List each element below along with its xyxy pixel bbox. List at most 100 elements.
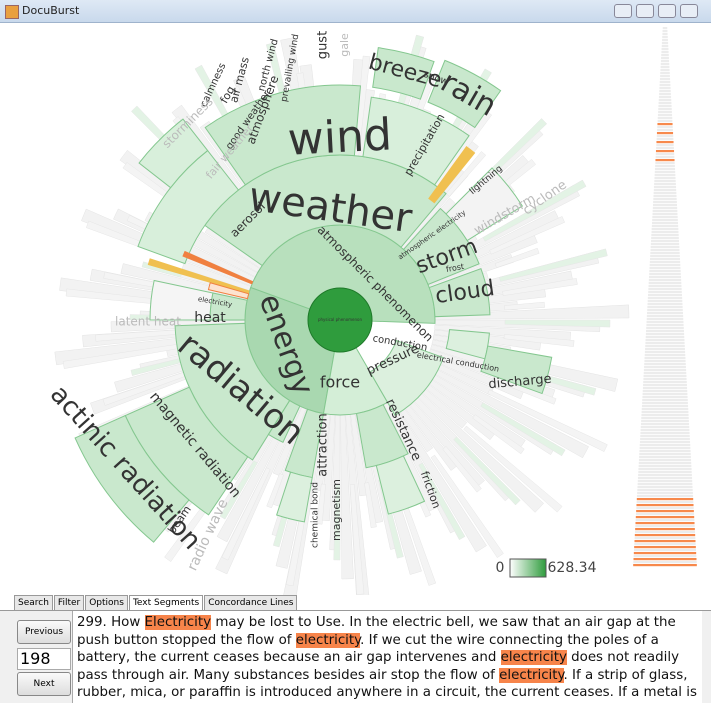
wedge (138, 118, 209, 189)
overview-row (640, 429, 690, 432)
tab[interactable]: Filter (53, 595, 85, 610)
segment-text: 299. How Electricity may be lost to Use.… (72, 611, 702, 703)
root-node (307, 287, 373, 353)
tab[interactable]: Search (14, 595, 53, 610)
text-run: . If a strip of glass, rubber, mica, or … (77, 667, 697, 703)
wedge (137, 149, 240, 265)
faint-wedge (463, 425, 563, 513)
segment-label: magnetism (330, 479, 343, 541)
overview-row (655, 162, 675, 165)
faint-wedge (364, 482, 377, 528)
overview-row (643, 369, 687, 372)
highlight-wedge (182, 250, 254, 285)
overview-row (660, 69, 670, 72)
overview-row (661, 48, 669, 51)
overview-row (660, 63, 670, 66)
overview-row (635, 519, 695, 522)
overview-row (648, 279, 682, 282)
window-button[interactable] (658, 4, 676, 18)
overview-row (651, 228, 679, 231)
text-run: does not readily pass through air. Many … (77, 650, 680, 683)
overview-row (639, 447, 691, 450)
segment-label: wind (287, 109, 394, 165)
wedge (267, 399, 301, 444)
overview-row (653, 189, 677, 192)
overview-row (645, 333, 685, 336)
overview-row (650, 258, 680, 261)
overview-row (646, 318, 684, 321)
overview-row (644, 357, 686, 360)
overview-row (637, 480, 693, 483)
legend-max: 628.34 (548, 560, 597, 576)
overview-row (643, 381, 687, 384)
previous-button[interactable]: Previous (17, 620, 71, 644)
highlighted-term: electricity (499, 667, 564, 683)
overview-row (648, 282, 682, 285)
overview-row (641, 411, 689, 414)
tab[interactable]: Options (85, 595, 128, 610)
overview-row (638, 474, 692, 477)
overview-row (661, 57, 669, 60)
overview-row (655, 150, 675, 153)
tab[interactable]: Concordance Lines (204, 595, 298, 610)
legend-scale (509, 558, 547, 578)
window-button[interactable] (680, 4, 698, 18)
overview-row (641, 420, 689, 423)
faint-wedge (349, 484, 365, 595)
overview-row (660, 75, 670, 78)
overview-row (650, 249, 680, 252)
faint-wedge (504, 301, 545, 311)
overview-row (635, 522, 695, 525)
overview-row (658, 111, 672, 114)
overview-row (649, 261, 681, 264)
segment-number[interactable]: 198 (17, 648, 71, 670)
tab[interactable]: Text Segments (128, 595, 204, 610)
overview-row (658, 102, 672, 105)
window-button[interactable] (636, 4, 654, 18)
window-title: DocuBurst (22, 4, 80, 17)
overview-row (647, 306, 683, 309)
overview-row (662, 36, 668, 39)
overview-row (657, 129, 673, 132)
window-button[interactable] (614, 4, 632, 18)
faint-wedge (316, 483, 326, 525)
overview-row (657, 117, 673, 120)
text-run: 299. How (77, 615, 145, 630)
overview-row (655, 165, 675, 168)
wedge (204, 84, 362, 186)
wedge (428, 268, 491, 318)
next-button[interactable]: Next (17, 672, 71, 696)
wedge (149, 279, 214, 321)
overview-row (639, 450, 691, 453)
overview-row (656, 144, 674, 147)
title-bar: DocuBurst (0, 0, 711, 23)
faint-wedge (472, 414, 525, 455)
overview-row (649, 276, 681, 279)
overview-row (644, 360, 686, 363)
overview-row (638, 465, 692, 468)
overview-row (661, 42, 669, 45)
overview-row (648, 288, 682, 291)
overview-row (647, 312, 683, 315)
overview-row (639, 453, 691, 456)
overview-row (646, 324, 684, 327)
overview-row (659, 93, 671, 96)
overview-row (638, 468, 692, 471)
overview-row (641, 414, 689, 417)
overview-row (657, 123, 673, 126)
segment-label: force (320, 373, 360, 392)
highlighted-term: electricity (295, 632, 361, 648)
overview-row (653, 201, 677, 204)
overview-row (653, 198, 677, 201)
overview-row (642, 402, 688, 405)
segment-label: latent heat (115, 315, 181, 329)
faint-wedge (487, 389, 608, 452)
faint-wedge (219, 460, 258, 520)
overview-row (643, 384, 687, 387)
overview-row (644, 354, 686, 357)
segment-label: attraction (316, 413, 331, 477)
overview-row (654, 177, 676, 180)
overview-row (642, 387, 688, 390)
overview-row (647, 309, 683, 312)
